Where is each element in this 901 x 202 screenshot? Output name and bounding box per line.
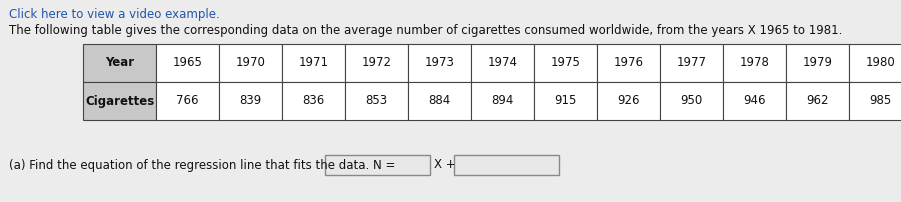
Text: 1979: 1979 [803,57,833,69]
Text: 985: 985 [869,95,892,107]
Text: 1971: 1971 [298,57,329,69]
Bar [471,44,534,82]
Bar [408,44,471,82]
Bar [471,82,534,120]
Text: (a) Find the equation of the regression line that fits the data. N =: (a) Find the equation of the regression … [9,159,396,171]
Text: 1980: 1980 [866,57,896,69]
Text: 894: 894 [491,95,514,107]
Text: 766: 766 [177,95,199,107]
Bar [849,44,901,82]
Text: 1978: 1978 [740,57,769,69]
Bar [660,82,723,120]
Bar [83,44,156,82]
Bar [408,82,471,120]
Text: X +: X + [434,159,456,171]
Text: Year: Year [105,57,134,69]
Bar [723,44,786,82]
Text: The following table gives the corresponding data on the average number of cigare: The following table gives the correspond… [9,24,842,37]
Bar [219,44,282,82]
Text: 884: 884 [428,95,450,107]
Bar [534,82,597,120]
Text: Cigarettes: Cigarettes [85,95,154,107]
Text: 1977: 1977 [677,57,706,69]
Bar [325,155,430,175]
Bar [83,82,156,120]
Bar [849,82,901,120]
Bar [597,82,660,120]
Text: 946: 946 [743,95,766,107]
Text: 853: 853 [366,95,387,107]
Bar [786,44,849,82]
Bar [786,82,849,120]
Bar [219,82,282,120]
Bar [156,82,219,120]
Text: 1973: 1973 [424,57,454,69]
Bar [660,44,723,82]
Text: 950: 950 [680,95,703,107]
Bar [282,82,345,120]
Text: 1974: 1974 [487,57,517,69]
Text: 962: 962 [806,95,829,107]
Bar [282,44,345,82]
Bar [534,44,597,82]
Text: 1972: 1972 [361,57,392,69]
Text: 1976: 1976 [614,57,643,69]
Bar [156,44,219,82]
Text: 839: 839 [240,95,261,107]
Bar [345,44,408,82]
Bar [723,82,786,120]
Text: 1975: 1975 [551,57,580,69]
Text: 915: 915 [554,95,577,107]
Bar [345,82,408,120]
Bar [454,155,559,175]
Bar [597,44,660,82]
Text: 1970: 1970 [235,57,266,69]
Text: 1965: 1965 [173,57,203,69]
Text: 926: 926 [617,95,640,107]
Text: Click here to view a video example.: Click here to view a video example. [9,8,220,21]
Text: 836: 836 [303,95,324,107]
